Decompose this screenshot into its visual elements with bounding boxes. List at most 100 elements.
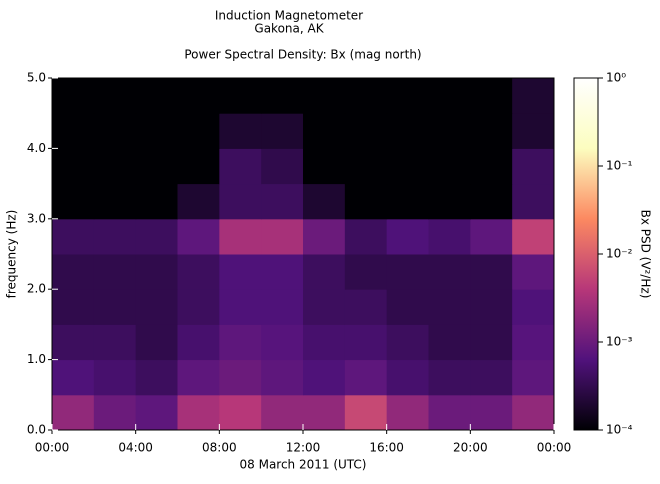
heatmap-cell	[177, 183, 220, 220]
heatmap-cell	[52, 113, 95, 149]
x-axis-label: 08 March 2011 (UTC)	[240, 458, 367, 472]
heatmap-cell	[177, 218, 220, 255]
heatmap-cell	[219, 359, 262, 396]
heatmap-cell	[344, 324, 388, 361]
heatmap-cell	[512, 289, 555, 325]
colorbar-tick-label: 10⁻²	[606, 247, 633, 261]
heatmap-cell	[93, 254, 137, 290]
heatmap-cell	[93, 113, 137, 149]
heatmap-cell	[428, 183, 471, 220]
heatmap-cell	[219, 183, 262, 220]
heatmap-cell	[219, 78, 262, 114]
heatmap-cell	[303, 254, 346, 290]
heatmap-cell	[512, 359, 555, 396]
heatmap-cell	[428, 148, 471, 185]
heatmap-cell	[386, 394, 429, 431]
y-tick-label: 5.0	[27, 71, 46, 85]
heatmap-cell	[219, 289, 262, 325]
heatmap-cell	[428, 289, 471, 325]
heatmap-cell	[303, 148, 346, 185]
heatmap-cell	[52, 254, 95, 290]
heatmap-cell	[386, 113, 429, 149]
heatmap-cell	[177, 113, 220, 149]
colorbar-tick-label: 10⁻⁴	[606, 423, 633, 437]
colorbar-tick-label: 10⁻¹	[606, 159, 633, 173]
heatmap-cell	[177, 394, 220, 431]
heatmap-cell	[303, 324, 346, 361]
y-tick-label: 0.0	[27, 423, 46, 437]
heatmap-cell	[261, 254, 304, 290]
heatmap-cell	[470, 78, 513, 114]
colorbar-tick-label: 10⁻³	[606, 335, 633, 349]
heatmap-cell	[177, 148, 220, 185]
heatmap-cell	[386, 218, 429, 255]
heatmap-cell	[303, 218, 346, 255]
heatmap-cell	[386, 254, 429, 290]
heatmap-cell	[135, 183, 178, 220]
heatmap-cell	[428, 78, 471, 114]
heatmap-cell	[135, 148, 178, 185]
heatmap-cell	[219, 113, 262, 149]
heatmap-cell	[219, 148, 262, 185]
heatmap-cell	[135, 324, 178, 361]
heatmap-cell	[512, 324, 555, 361]
heatmap-cell	[303, 113, 346, 149]
heatmap-cell	[386, 148, 429, 185]
heatmap-cell	[52, 183, 95, 220]
heatmap-cell	[177, 289, 220, 325]
heatmap-cell	[386, 289, 429, 325]
heatmap-cell	[470, 394, 513, 431]
heatmap-cell	[93, 183, 137, 220]
heatmap-cell	[93, 289, 137, 325]
heatmap-cell	[261, 148, 304, 185]
heatmap-cell	[177, 254, 220, 290]
heatmap-cell	[470, 148, 513, 185]
heatmap-cell	[386, 183, 429, 220]
x-tick-label: 20:00	[453, 441, 488, 455]
heatmap-cell	[512, 78, 555, 114]
y-tick-label: 4.0	[27, 141, 46, 155]
heatmap-cell	[512, 183, 555, 220]
heatmap-cell	[512, 113, 555, 149]
heatmap-cell	[261, 113, 304, 149]
heatmap-cell	[219, 218, 262, 255]
x-tick-label: 12:00	[286, 441, 321, 455]
heatmap-cell	[428, 394, 471, 431]
heatmap-cell	[135, 254, 178, 290]
heatmap-cell	[470, 359, 513, 396]
heatmap-cell	[470, 183, 513, 220]
x-tick-label: 00:00	[537, 441, 572, 455]
heatmap-cell	[303, 183, 346, 220]
heatmap-cell	[135, 289, 178, 325]
heatmap-cell	[303, 359, 346, 396]
heatmap-cell	[344, 289, 388, 325]
colorbar	[573, 77, 599, 431]
heatmap-cell	[261, 359, 304, 396]
y-tick-label: 1.0	[27, 352, 46, 366]
heatmap-cell	[135, 113, 178, 149]
heatmap-cell	[303, 78, 346, 114]
heatmap-cell	[261, 289, 304, 325]
heatmap-cell	[261, 78, 304, 114]
heatmap-cell	[512, 218, 555, 255]
heatmap-cell	[344, 148, 388, 185]
heatmap-cell	[52, 218, 95, 255]
heatmap-cell	[93, 359, 137, 396]
heatmap-cell	[512, 394, 555, 431]
heatmap-cell	[428, 254, 471, 290]
heatmap-cell	[261, 394, 304, 431]
heatmap-cell	[219, 254, 262, 290]
heatmap-cell	[261, 218, 304, 255]
heatmap-cell	[512, 254, 555, 290]
heatmap-cell	[93, 218, 137, 255]
heatmap-cell	[428, 113, 471, 149]
heatmap-cell	[386, 78, 429, 114]
heatmap-cell	[52, 148, 95, 185]
heatmap-cell	[177, 324, 220, 361]
heatmap-cell	[386, 324, 429, 361]
subtitle: Power Spectral Density: Bx (mag north)	[184, 48, 421, 62]
heatmap-cell	[428, 324, 471, 361]
x-tick-label: 04:00	[118, 441, 153, 455]
heatmap-cell	[261, 324, 304, 361]
